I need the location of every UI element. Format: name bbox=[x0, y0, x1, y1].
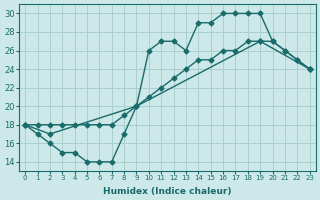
X-axis label: Humidex (Indice chaleur): Humidex (Indice chaleur) bbox=[103, 187, 232, 196]
